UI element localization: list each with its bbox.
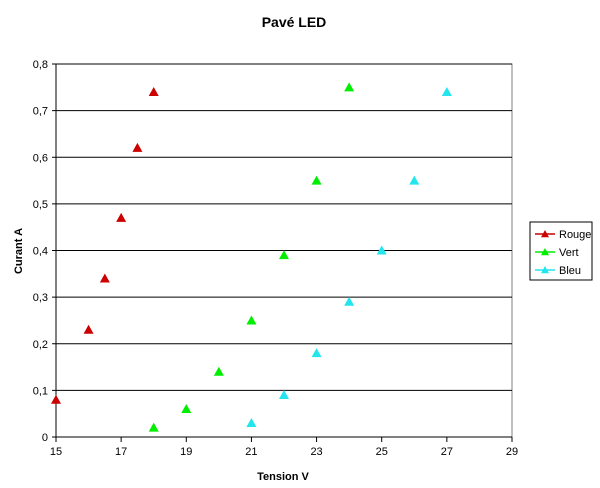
point-vert — [148, 422, 159, 432]
x-tick-label: 27 — [441, 446, 453, 458]
point-rouge — [116, 212, 127, 222]
point-rouge — [148, 86, 159, 96]
legend-label-vert: Vert — [559, 247, 579, 259]
point-bleu — [311, 348, 322, 358]
legend: Rouge Vert Bleu — [529, 221, 593, 281]
y-tick-label: 0,5 — [33, 199, 48, 211]
x-tick-label: 21 — [245, 446, 257, 458]
x-tick-label: 23 — [310, 446, 322, 458]
point-vert — [344, 82, 355, 92]
legend-label-bleu: Bleu — [559, 265, 581, 277]
point-rouge — [99, 273, 110, 283]
point-vert — [311, 175, 322, 185]
point-bleu — [409, 175, 420, 185]
y-axis-title: Curant A — [13, 228, 25, 274]
point-bleu — [279, 390, 289, 400]
x-tick-label: 29 — [506, 446, 518, 458]
x-tick-label: 17 — [115, 446, 127, 458]
point-vert — [279, 250, 289, 260]
y-tick-label: 0,8 — [33, 59, 48, 71]
point-vert — [246, 315, 257, 325]
x-axis-title: Tension V — [257, 471, 309, 483]
y-tick-label: 0,1 — [33, 385, 48, 397]
point-rouge — [132, 142, 143, 152]
legend-marker-rouge — [541, 230, 549, 238]
x-tick-label: 19 — [180, 446, 192, 458]
point-rouge — [51, 394, 61, 404]
point-bleu — [441, 86, 452, 96]
chart-title: Pavé LED — [262, 14, 327, 30]
x-tick-label: 15 — [50, 446, 62, 458]
point-rouge — [83, 324, 94, 334]
legend-marker-vert — [541, 248, 549, 256]
point-bleu — [344, 296, 355, 306]
plot-area: 0 0,1 0,2 0,3 0,4 0,5 0,6 0,7 0,8 15 17 19 21 23 25 27 2… — [33, 59, 518, 458]
point-vert — [181, 404, 192, 414]
y-tick-label: 0,2 — [33, 339, 48, 351]
legend-label-rouge: Rouge — [559, 229, 591, 241]
point-bleu — [376, 245, 387, 255]
y-tick-label: 0 — [42, 432, 48, 444]
legend-marker-bleu — [541, 266, 549, 274]
y-tick-label: 0,6 — [33, 152, 48, 164]
y-tick-label: 0,4 — [33, 246, 48, 258]
y-tick-label: 0,3 — [33, 292, 48, 304]
y-tick-label: 0,7 — [33, 106, 48, 118]
x-tick-label: 25 — [376, 446, 388, 458]
point-vert — [213, 366, 224, 376]
point-bleu — [246, 418, 257, 428]
